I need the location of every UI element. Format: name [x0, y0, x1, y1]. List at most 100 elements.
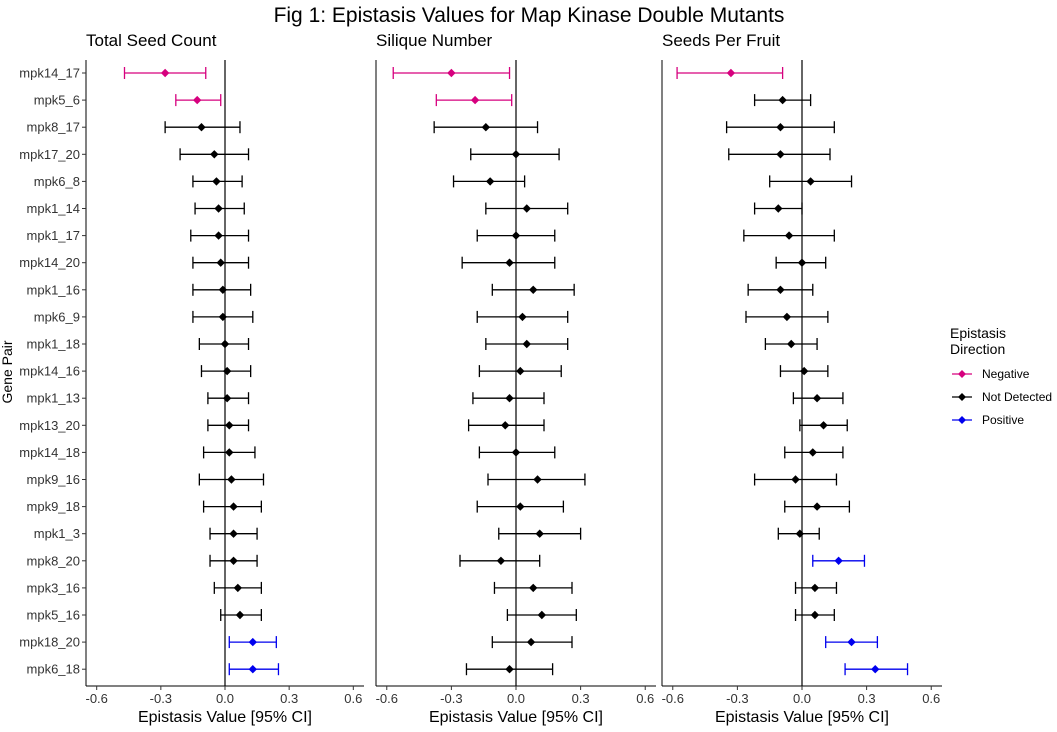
- x-tick-label-total-seed-count: 0.6: [344, 691, 362, 706]
- x-tick-label-silique-number: 0.0: [507, 691, 525, 706]
- x-tick-label-silique-number: 0.6: [636, 691, 654, 706]
- point-mpk13-20-total-seed-count: [225, 421, 234, 430]
- point-mpk6-8-silique-number: [485, 177, 495, 186]
- x-tick-label-seeds-per-fruit: -0.6: [662, 691, 684, 706]
- point-mpk1-3-seeds-per-fruit: [795, 529, 805, 538]
- point-mpk18-20-total-seed-count: [248, 637, 257, 647]
- point-mpk13-20-silique-number: [501, 421, 510, 430]
- point-mpk1-16-total-seed-count: [218, 285, 228, 294]
- point-mpk3-16-total-seed-count: [233, 583, 243, 593]
- point-mpk17-20-total-seed-count: [210, 150, 219, 159]
- y-tick-label-mpk18-20: mpk18_20: [19, 635, 80, 650]
- y-tick-label-mpk14-18: mpk14_18: [19, 445, 80, 460]
- y-tick-label-mpk6-8: mpk6_8: [34, 174, 80, 189]
- y-tick-label-mpk1-16: mpk1_16: [27, 282, 80, 297]
- y-tick-label-mpk13-20: mpk13_20: [19, 418, 80, 433]
- point-mpk6-18-seeds-per-fruit: [871, 665, 880, 674]
- point-mpk1-17-seeds-per-fruit: [784, 231, 794, 240]
- point-mpk5-6-total-seed-count: [193, 95, 202, 105]
- point-mpk1-16-seeds-per-fruit: [776, 285, 785, 294]
- y-tick-label-mpk8-17: mpk8_17: [27, 120, 80, 135]
- x-tick-label-total-seed-count: 0.0: [216, 691, 234, 706]
- point-mpk14-17-seeds-per-fruit: [726, 68, 736, 78]
- x-axis-title-total-seed-count: Epistasis Value [95% CI]: [138, 709, 312, 726]
- point-mpk14-20-silique-number: [505, 258, 514, 267]
- point-mpk14-16-seeds-per-fruit: [799, 366, 809, 376]
- point-mpk3-16-silique-number: [529, 583, 538, 593]
- point-mpk1-17-total-seed-count: [214, 231, 223, 240]
- y-tick-label-mpk9-18: mpk9_18: [27, 499, 80, 514]
- point-mpk1-3-silique-number: [535, 529, 544, 538]
- point-mpk6-9-silique-number: [518, 312, 527, 322]
- point-mpk14-20-total-seed-count: [216, 258, 225, 267]
- point-mpk5-16-silique-number: [537, 610, 547, 620]
- x-tick-label-total-seed-count: -0.6: [85, 691, 107, 706]
- y-tick-label-mpk1-17: mpk1_17: [27, 228, 80, 243]
- point-mpk14-18-total-seed-count: [225, 448, 234, 457]
- point-mpk9-16-total-seed-count: [227, 475, 236, 484]
- y-tick-label-mpk1-14: mpk1_14: [27, 201, 80, 216]
- y-tick-label-mpk1-3: mpk1_3: [34, 526, 80, 541]
- x-axis-title-silique-number: Epistasis Value [95% CI]: [429, 709, 603, 726]
- point-mpk8-20-seeds-per-fruit: [834, 556, 843, 565]
- y-tick-label-mpk17-20: mpk17_20: [19, 147, 80, 162]
- point-mpk17-20-seeds-per-fruit: [776, 150, 785, 159]
- panel-title-total-seed-count: Total Seed Count: [86, 31, 217, 50]
- figure-title: Fig 1: Epistasis Values for Map Kinase D…: [274, 4, 785, 27]
- x-tick-label-silique-number: -0.3: [440, 691, 462, 706]
- legend-title-line2: Direction: [950, 341, 1005, 357]
- point-mpk17-20-silique-number: [511, 150, 521, 159]
- point-mpk9-18-total-seed-count: [229, 502, 238, 511]
- point-mpk1-18-seeds-per-fruit: [787, 339, 796, 349]
- point-mpk18-20-seeds-per-fruit: [847, 637, 856, 647]
- point-mpk1-13-seeds-per-fruit: [812, 394, 822, 403]
- point-mpk6-8-total-seed-count: [212, 177, 221, 186]
- x-tick-label-seeds-per-fruit: -0.3: [726, 691, 748, 706]
- point-mpk9-16-silique-number: [533, 475, 542, 484]
- point-mpk5-16-seeds-per-fruit: [810, 610, 820, 620]
- y-tick-label-mpk6-18: mpk6_18: [27, 662, 80, 677]
- x-tick-label-total-seed-count: 0.3: [280, 691, 298, 706]
- y-tick-label-mpk8-20: mpk8_20: [27, 553, 80, 568]
- y-axis-title: Gene Pair: [0, 340, 15, 403]
- point-mpk1-14-silique-number: [522, 204, 531, 213]
- point-mpk14-20-seeds-per-fruit: [797, 258, 807, 267]
- point-mpk8-20-total-seed-count: [229, 556, 238, 565]
- y-tick-label-mpk14-17: mpk14_17: [19, 66, 80, 81]
- point-mpk6-9-total-seed-count: [218, 312, 228, 322]
- y-tick-label-mpk6-9: mpk6_9: [34, 309, 80, 324]
- x-tick-label-silique-number: -0.6: [376, 691, 398, 706]
- x-tick-label-seeds-per-fruit: 0.3: [858, 691, 876, 706]
- legend-label-positive: Positive: [982, 413, 1024, 427]
- legend: Epistasis Direction Negative Not Detected…: [950, 325, 1052, 427]
- panel-seeds-per-fruit: Seeds Per Fruit -0.6 -0.3 0.0 0.3 0.6 Epista…: [661, 31, 942, 726]
- point-mpk1-3-total-seed-count: [229, 529, 238, 538]
- point-mpk14-16-silique-number: [516, 366, 525, 376]
- point-mpk14-16-total-seed-count: [222, 366, 232, 376]
- point-mpk14-18-seeds-per-fruit: [808, 448, 817, 457]
- point-mpk9-18-silique-number: [516, 502, 525, 511]
- point-mpk6-18-total-seed-count: [248, 665, 257, 674]
- point-mpk6-18-silique-number: [505, 665, 514, 674]
- point-mpk14-17-silique-number: [447, 68, 456, 78]
- x-tick-label-silique-number: 0.3: [572, 691, 590, 706]
- point-mpk1-13-total-seed-count: [222, 394, 232, 403]
- point-mpk1-18-total-seed-count: [220, 339, 230, 349]
- point-mpk6-8-seeds-per-fruit: [806, 177, 815, 186]
- y-tick-label-mpk14-16: mpk14_16: [19, 364, 80, 379]
- x-tick-label-seeds-per-fruit: 0.0: [793, 691, 811, 706]
- point-mpk18-20-silique-number: [526, 637, 536, 647]
- point-mpk1-17-silique-number: [511, 231, 521, 240]
- panel-total-seed-count: Total Seed Count -0.6 -0.3 0.0 0.3 0.6 mpk14_…: [19, 31, 364, 726]
- point-mpk5-16-total-seed-count: [235, 610, 245, 620]
- legend-label-not-detected: Not Detected: [982, 390, 1052, 404]
- point-mpk6-9-seeds-per-fruit: [782, 312, 792, 322]
- point-mpk14-17-total-seed-count: [160, 68, 170, 78]
- legend-key-marker-negative: [958, 370, 966, 378]
- panel-silique-number: Silique Number -0.6 -0.3 0.0 0.3 0.6 Epistas…: [375, 31, 656, 726]
- point-mpk1-18-silique-number: [522, 339, 531, 349]
- point-mpk8-17-total-seed-count: [197, 123, 206, 132]
- point-mpk9-18-seeds-per-fruit: [812, 502, 822, 511]
- y-tick-label-mpk14-20: mpk14_20: [19, 255, 80, 270]
